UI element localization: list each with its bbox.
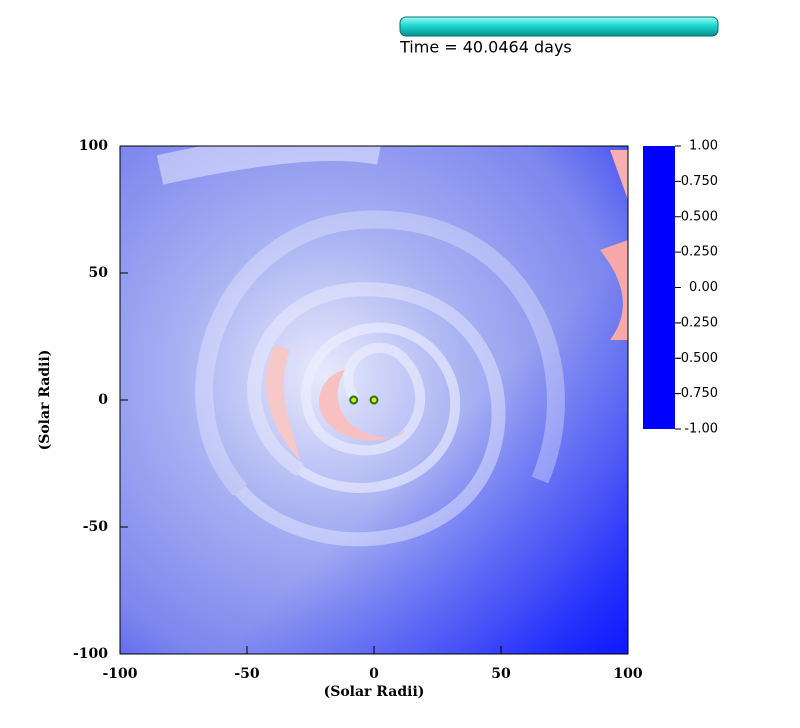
x-tick-label: 0: [369, 666, 379, 682]
title: Time = 40.0464 days: [399, 38, 572, 57]
colorbar-tick-label: -0.750: [676, 386, 718, 401]
colorbar-tick-label: 0.00: [689, 280, 718, 295]
y-axis-label: (Solar Radii): [37, 350, 53, 451]
x-axis-label: (Solar Radii): [324, 684, 425, 700]
y-tick-label: -100: [73, 646, 108, 662]
colorbar-tick-label: -0.250: [676, 315, 718, 330]
y-tick-label: 50: [89, 265, 109, 281]
progress-bar: [399, 16, 719, 37]
colorbar-tick-label: 0.250: [681, 245, 718, 260]
y-tick-label: 0: [98, 392, 108, 408]
colorbar-tick-label: 0.500: [681, 209, 718, 224]
colorbar-tick-label: 1.00: [689, 139, 718, 154]
colorbar-tick-label: 0.750: [681, 174, 718, 189]
point: [349, 395, 359, 405]
colorbar-tick-label: -1.00: [684, 422, 718, 437]
x-tick-label: -50: [234, 666, 260, 682]
point: [369, 395, 379, 405]
colorbar: [643, 146, 675, 429]
x-tick-label: -100: [102, 666, 137, 682]
y-tick-label: -50: [83, 519, 109, 535]
x-tick-label: 100: [613, 666, 642, 682]
y-tick-label: 100: [79, 138, 108, 154]
x-tick-label: 50: [491, 666, 511, 682]
colorbar-tick-label: -0.500: [676, 351, 718, 366]
